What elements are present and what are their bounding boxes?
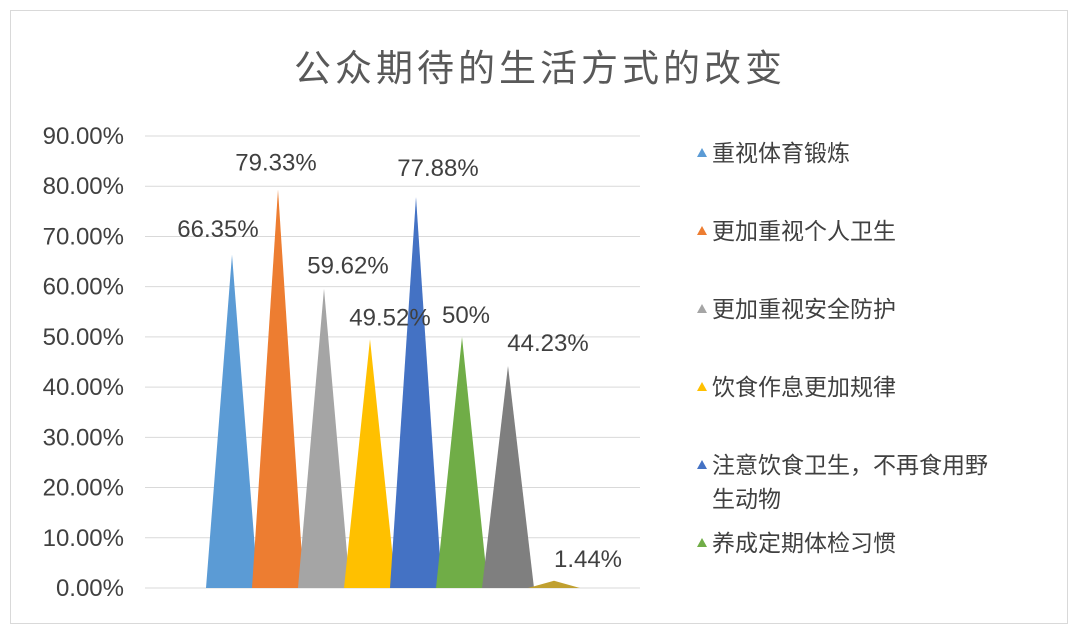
y-tick-label: 70.00% — [43, 223, 124, 250]
y-tick-label: 20.00% — [43, 475, 124, 502]
bar-triangle — [298, 288, 350, 588]
y-tick-label: 50.00% — [43, 324, 124, 351]
y-tick-label: 30.00% — [43, 424, 124, 451]
bars — [206, 189, 580, 589]
data-label: 77.88% — [397, 155, 478, 182]
data-label: 79.33% — [235, 150, 316, 177]
data-label: 44.23% — [507, 330, 588, 357]
y-tick-label: 10.00% — [43, 525, 124, 552]
y-axis-ticks: 0.00% 10.00% 20.00% 30.00% 40.00% 50.00% 60.00… — [43, 123, 124, 602]
legend-label: 生动物 — [712, 487, 781, 513]
data-label: 66.35% — [177, 216, 258, 243]
legend-marker-icon — [697, 304, 707, 313]
bar-triangle — [252, 189, 304, 589]
data-label: 59.62% — [307, 253, 388, 280]
data-label: 49.52% — [349, 304, 430, 331]
legend-label: 饮食作息更加规律 — [712, 375, 896, 401]
y-tick-label: 80.00% — [43, 173, 124, 200]
legend-marker-icon — [697, 148, 707, 157]
bar-triangle — [482, 365, 534, 588]
legend: 重视体育锻炼更加重视个人卫生更加重视安全防护饮食作息更加规律注意饮食卫生，不再食… — [697, 141, 988, 557]
bar-triangle — [528, 580, 580, 588]
y-tick-label: 0.00% — [56, 575, 124, 602]
data-label: 50% — [442, 302, 490, 329]
y-tick-label: 40.00% — [43, 374, 124, 401]
legend-label: 养成定期体检习惯 — [712, 531, 896, 557]
legend-label: 更加重视个人卫生 — [712, 219, 896, 245]
chart-title: 公众期待的生活方式的改变 — [294, 47, 786, 90]
legend-label: 注意饮食卫生，不再食用野 — [712, 453, 988, 479]
y-tick-label: 90.00% — [43, 123, 124, 150]
y-tick-label: 60.00% — [43, 274, 124, 301]
bar-triangle — [390, 196, 442, 589]
data-label: 1.44% — [554, 546, 622, 573]
bar-triangle — [344, 339, 396, 588]
legend-marker-icon — [697, 226, 707, 235]
bar-triangle — [436, 336, 488, 588]
bar-triangle — [206, 254, 258, 588]
legend-marker-icon — [697, 538, 707, 547]
legend-label: 重视体育锻炼 — [712, 141, 850, 167]
legend-marker-icon — [697, 382, 707, 391]
legend-marker-icon — [697, 460, 707, 469]
data-labels: 66.35% 79.33% 59.62% 49.52% 77.88% 50% 44.23% 1… — [177, 150, 622, 573]
legend-label: 更加重视安全防护 — [712, 297, 896, 323]
chart-frame — [10, 10, 1068, 624]
